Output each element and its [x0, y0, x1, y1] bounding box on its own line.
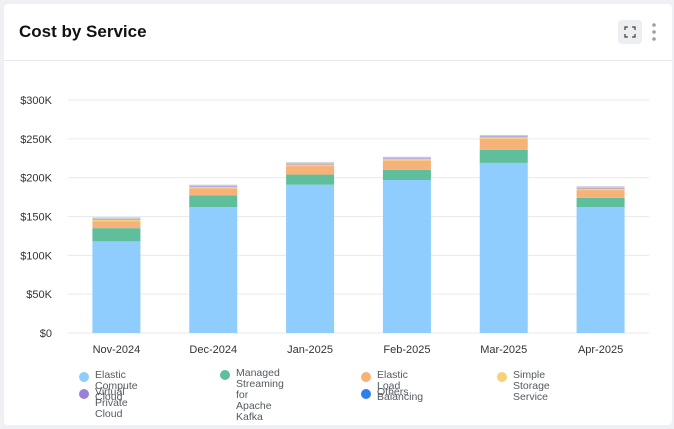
legend-swatch — [79, 372, 89, 382]
legend-swatch — [497, 372, 507, 382]
bar-segment — [576, 197, 625, 208]
legend-label: Managed Streaming for Apache Kafka — [236, 367, 284, 423]
bar-segment — [92, 228, 141, 242]
bar-segment — [189, 186, 238, 187]
legend-swatch — [220, 370, 230, 380]
legend-swatch — [361, 389, 371, 399]
legend-item[interactable]: Others — [361, 387, 409, 399]
bar-segment — [92, 218, 141, 220]
legend-label: Elastic Compute Cloud — [95, 369, 138, 403]
bar-segment — [92, 219, 141, 222]
bar-segment — [382, 160, 431, 170]
x-tick-label: Mar-2025 — [480, 344, 527, 356]
y-tick-label: $100K — [20, 250, 52, 262]
legend-item[interactable]: Simple Storage Service — [497, 370, 550, 403]
bar-segment — [382, 158, 431, 160]
legend-item[interactable]: Virtual Private Cloud — [79, 387, 128, 420]
y-tick-label: $150K — [20, 212, 52, 224]
bar-segment — [382, 169, 431, 180]
legend-item[interactable]: Managed Streaming for Apache Kafka — [220, 368, 284, 423]
kebab-menu-icon — [652, 23, 656, 41]
bar-segment — [479, 134, 528, 137]
bar-segment — [189, 195, 238, 208]
bar-segment — [479, 138, 528, 150]
x-tick-label: Feb-2025 — [383, 344, 430, 356]
bar-segment — [189, 207, 238, 333]
x-tick-label: Nov-2024 — [93, 344, 141, 356]
bar-segment — [479, 162, 528, 333]
bar-segment — [576, 186, 625, 188]
bar-segment — [382, 179, 431, 333]
y-tick-label: $0 — [40, 328, 52, 340]
bar-segment — [382, 156, 431, 159]
legend-item[interactable]: Elastic Compute Cloud — [79, 370, 138, 403]
y-tick-label: $50K — [26, 289, 52, 301]
bar-segment — [382, 159, 431, 161]
bar-segment — [286, 163, 335, 165]
card-header: Cost by Service — [4, 4, 672, 61]
bar-segment — [286, 164, 335, 167]
bar-segment — [189, 184, 238, 187]
bar-segment — [286, 174, 335, 185]
legend-label: Simple Storage Service — [513, 369, 550, 403]
x-tick-label: Jan-2025 — [287, 344, 333, 356]
legend-swatch — [79, 389, 89, 399]
expand-icon — [624, 26, 636, 38]
bar-segment — [92, 217, 141, 219]
bar-segment — [92, 221, 141, 229]
bar-segment — [479, 137, 528, 139]
bar-segment — [92, 241, 141, 333]
x-tick-label: Apr-2025 — [578, 344, 623, 356]
bar-segment — [576, 188, 625, 191]
bar-segment — [189, 188, 238, 196]
y-tick-label: $250K — [20, 134, 52, 146]
bar-segment — [286, 166, 335, 175]
y-tick-label: $200K — [20, 173, 52, 185]
stacked-bar-chart: $0 $50K $100K $150K $200K $250K $300K Nov-2024 D… — [20, 95, 649, 356]
bar-segment — [479, 136, 528, 138]
bar-segment — [286, 162, 335, 164]
bar-segment — [286, 184, 335, 333]
y-tick-label: $300K — [20, 95, 52, 107]
legend-label: Others — [377, 386, 409, 398]
legend-swatch — [361, 372, 371, 382]
bar-segment — [576, 207, 625, 333]
legend-item[interactable]: Elastic Load Balancing — [361, 370, 423, 403]
bar-segment — [189, 186, 238, 189]
more-options-button[interactable] — [648, 20, 660, 44]
bar-segment — [576, 187, 625, 189]
legend-label: Elastic Load Balancing — [377, 369, 424, 403]
cost-by-service-card: Cost by Service $0 $50K $100K $150K $200K $25… — [4, 4, 672, 425]
bar-segment — [479, 149, 528, 163]
card-title: Cost by Service — [19, 22, 147, 41]
bar-segment — [576, 190, 625, 198]
expand-button[interactable] — [618, 20, 642, 44]
legend-label: Virtual Private Cloud — [95, 386, 128, 420]
x-tick-label: Dec-2024 — [189, 344, 237, 356]
